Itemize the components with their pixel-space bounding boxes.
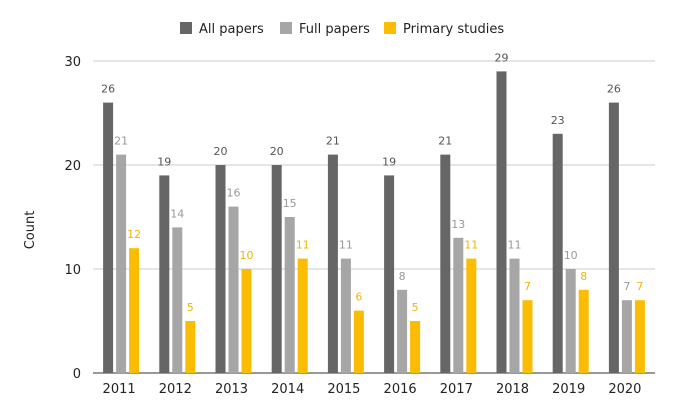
bar-full-papers-2016 [397, 289, 408, 373]
legend-swatch-all-papers [180, 22, 192, 34]
data-label-full-papers-2012: 14 [170, 207, 184, 220]
bar-full-papers-2013 [228, 206, 239, 373]
data-label-all-papers-2019: 23 [551, 114, 565, 127]
bar-all-papers-2016 [384, 175, 395, 373]
bar-full-papers-2019 [565, 269, 576, 373]
y-tick-label: 0 [73, 367, 81, 382]
bar-all-papers-2019 [552, 133, 563, 373]
legend-swatch-full-papers [280, 22, 292, 34]
data-label-all-papers-2017: 21 [438, 135, 452, 148]
data-label-primary-studies-2014: 11 [296, 239, 310, 252]
data-label-full-papers-2019: 10 [564, 249, 578, 262]
x-tick-label: 2016 [384, 382, 417, 397]
bar-primary-studies-2011 [129, 248, 140, 373]
legend-swatch-primary-studies [384, 22, 396, 34]
data-label-all-papers-2016: 19 [382, 155, 396, 168]
bar-all-papers-2017 [440, 154, 451, 373]
bar-primary-studies-2016 [410, 321, 421, 373]
bar-all-papers-2013 [215, 165, 226, 373]
bar-primary-studies-2019 [578, 289, 589, 373]
legend-label-full-papers: Full papers [299, 22, 370, 37]
bar-all-papers-2018 [496, 71, 507, 374]
bar-primary-studies-2020 [634, 300, 645, 373]
bar-full-papers-2020 [621, 300, 632, 373]
data-label-all-papers-2015: 21 [326, 135, 340, 148]
data-label-primary-studies-2012: 5 [187, 301, 194, 314]
data-label-full-papers-2016: 8 [399, 270, 406, 283]
x-tick-label: 2013 [215, 382, 248, 397]
bar-full-papers-2018 [509, 258, 520, 373]
bar-full-papers-2011 [116, 154, 127, 373]
data-label-primary-studies-2019: 8 [580, 270, 587, 283]
data-label-all-papers-2020: 26 [607, 83, 621, 96]
data-label-full-papers-2015: 11 [339, 239, 353, 252]
data-label-all-papers-2012: 19 [157, 155, 171, 168]
bar-primary-studies-2015 [353, 310, 364, 373]
bar-primary-studies-2012 [185, 321, 196, 373]
bar-primary-studies-2018 [522, 300, 533, 373]
bar-primary-studies-2017 [466, 258, 477, 373]
data-labels: 26 21 12 19 14 5 20 16 10 20 15 11 21 11 6 19 8 5 21 13 11 29… [101, 51, 643, 314]
bar-all-papers-2015 [327, 154, 338, 373]
data-label-full-papers-2017: 13 [451, 218, 465, 231]
y-tick-label: 20 [64, 159, 81, 174]
x-tick-label: 2018 [496, 382, 529, 397]
bar-primary-studies-2013 [241, 269, 252, 373]
data-label-primary-studies-2011: 12 [127, 228, 141, 241]
data-label-primary-studies-2017: 11 [464, 239, 478, 252]
data-label-full-papers-2014: 15 [283, 197, 297, 210]
bars [103, 71, 645, 374]
y-axis-label: Count [23, 211, 38, 250]
x-tick-label: 2011 [103, 382, 136, 397]
bar-full-papers-2012 [172, 227, 183, 373]
data-label-primary-studies-2015: 6 [355, 291, 362, 304]
data-label-full-papers-2011: 21 [114, 135, 128, 148]
legend-label-all-papers: All papers [199, 22, 264, 37]
data-label-full-papers-2020: 7 [623, 280, 630, 293]
data-label-primary-studies-2016: 5 [412, 301, 419, 314]
data-label-all-papers-2018: 29 [495, 51, 509, 64]
y-tick-label: 30 [64, 55, 81, 70]
bar-all-papers-2020 [608, 102, 619, 373]
bar-full-papers-2015 [340, 258, 351, 373]
legend-label-primary-studies: Primary studies [403, 22, 504, 37]
x-tick-label: 2020 [608, 382, 641, 397]
x-tick-label: 2017 [440, 382, 473, 397]
bar-full-papers-2014 [284, 217, 295, 373]
bar-all-papers-2012 [159, 175, 170, 373]
data-label-all-papers-2011: 26 [101, 83, 115, 96]
x-tick-label: 2012 [159, 382, 192, 397]
bar-full-papers-2017 [453, 237, 464, 373]
data-label-primary-studies-2013: 10 [240, 249, 254, 262]
x-tick-label: 2014 [271, 382, 304, 397]
y-tick-label: 10 [64, 263, 81, 278]
legend: All papers Full papers Primary studies [180, 22, 504, 37]
data-label-full-papers-2013: 16 [227, 187, 241, 200]
data-label-all-papers-2013: 20 [214, 145, 228, 158]
data-label-all-papers-2014: 20 [270, 145, 284, 158]
data-label-primary-studies-2018: 7 [524, 280, 531, 293]
x-tick-label: 2015 [327, 382, 360, 397]
bar-primary-studies-2014 [297, 258, 308, 373]
bar-all-papers-2011 [103, 102, 114, 373]
bar-all-papers-2014 [271, 165, 282, 373]
data-label-primary-studies-2020: 7 [636, 280, 643, 293]
x-tick-label: 2019 [552, 382, 585, 397]
data-label-full-papers-2018: 11 [508, 239, 522, 252]
